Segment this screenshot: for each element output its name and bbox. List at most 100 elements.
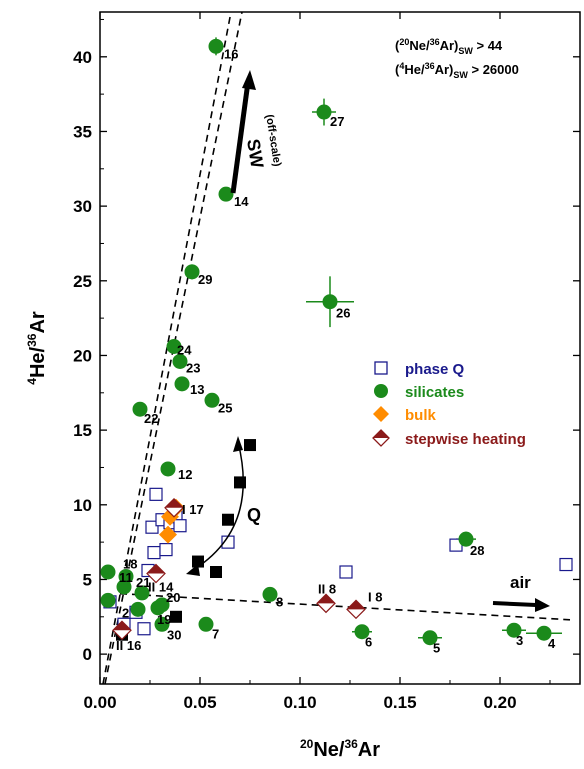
q-label: Q: [247, 505, 261, 525]
silicate-marker: [130, 601, 146, 617]
legend-marker-bulk: [373, 406, 389, 422]
stepwise-heating-marker-fill: [347, 600, 365, 610]
silicate-point-label: 19: [157, 612, 171, 627]
silicate-point-label: 28: [470, 543, 484, 558]
silicate-marker: [184, 264, 200, 280]
y-tick-label: 30: [73, 197, 92, 216]
phase-q-marker: [159, 542, 173, 557]
air-arrow-head: [535, 598, 550, 612]
phase-q-marker: [147, 545, 161, 560]
y-tick-label: 15: [73, 421, 92, 440]
q-annotation: Q: [186, 436, 261, 576]
silicate-point-label: 21: [136, 575, 150, 590]
silicate-marker: [322, 294, 338, 310]
q-arrow-head-bottom: [186, 564, 200, 576]
y-tick-label: 5: [83, 570, 92, 589]
silicate-marker: [132, 401, 148, 417]
stepwise-heating-point-label: I 17: [182, 502, 204, 517]
silicate-marker: [354, 624, 370, 640]
silicate-marker: [198, 616, 214, 632]
silicate-marker: [536, 625, 552, 641]
silicate-marker: [134, 585, 150, 601]
silicate-point-label: 27: [330, 114, 344, 129]
sw-arrow: [230, 81, 251, 194]
silicate-marker: [172, 353, 188, 369]
sw-arrow-head: [242, 70, 256, 90]
stepwise-heating-point-label: II 8: [318, 581, 336, 596]
silicate-marker: [204, 392, 220, 408]
silicate-point-label: 16: [224, 46, 238, 61]
legend-marker-stepwise-heating-fill: [373, 430, 389, 438]
legend-label-phase-q: phase Q: [405, 361, 465, 378]
stepwise-heating-point-label: II 16: [116, 638, 141, 653]
phase-q-marker: [149, 487, 163, 501]
black-square-marker: [234, 476, 246, 489]
q-arrow-head-top: [233, 436, 243, 452]
y-tick-label: 40: [73, 48, 92, 67]
silicate-marker: [154, 597, 170, 613]
x-tick-label: 0.05: [183, 693, 216, 712]
stepwise-heating-marker-fill: [317, 594, 335, 604]
silicate-point-label: 26: [336, 306, 350, 321]
silicate-marker: [160, 461, 176, 477]
air-arrow: [492, 601, 537, 607]
sw-annotation: SW (off-scale): [230, 70, 283, 194]
silicate-point-label: 6: [365, 635, 372, 650]
phase-q-marker: [137, 622, 151, 636]
note-line-2: (4He/36Ar)SW > 26000: [395, 61, 519, 80]
silicate-marker: [422, 630, 438, 646]
sw-label: SW: [243, 137, 267, 169]
bulk-marker: [159, 525, 177, 544]
legend-label-stepwise-heating: stepwise heating: [405, 431, 526, 448]
y-axis-title: 4He/36Ar: [25, 311, 49, 385]
silicate-point-label: 3: [516, 633, 523, 648]
phase-q-marker: [339, 565, 353, 579]
silicate-point-label: 30: [167, 627, 181, 642]
silicate-point-label: 20: [166, 590, 180, 605]
silicate-point-label: 23: [186, 360, 200, 375]
silicate-marker: [208, 38, 224, 54]
stepwise-heating-marker-fill: [147, 564, 165, 574]
stepwise-heating-point-label: II 14: [148, 579, 174, 594]
silicate-marker: [174, 376, 190, 392]
black-square-marker: [222, 513, 234, 526]
y-tick-label: 20: [73, 346, 92, 365]
air-annotation: air: [492, 573, 550, 612]
y-tick-label: 10: [73, 496, 92, 515]
phase-q-marker: [559, 557, 573, 572]
silicate-point-label: 18: [123, 556, 137, 571]
silicate-marker: [218, 186, 234, 202]
silicate-point-label: 12: [178, 467, 192, 482]
x-tick-label: 0.10: [283, 693, 316, 712]
y-tick-label: 35: [73, 122, 92, 141]
silicate-point-label: 14: [234, 194, 249, 209]
legend: phase Q silicates bulk stepwise heating: [372, 361, 526, 448]
legend-label-silicates: silicates: [405, 384, 464, 401]
silicate-marker: [154, 616, 170, 632]
silicate-marker: [116, 579, 132, 595]
q-curve-arrow: [189, 441, 245, 573]
stepwise-heating-marker-fill: [165, 498, 183, 508]
legend-marker-silicates: [374, 384, 388, 398]
x-axis-title: 20Ne/36Ar: [300, 737, 380, 761]
phase-q-marker: [145, 520, 159, 534]
phase-q-marker: [173, 519, 187, 533]
silicate-point-label: 5: [433, 641, 440, 656]
stepwise-heating-point-label: I 8: [368, 589, 382, 604]
silicate-point-label: 13: [190, 382, 204, 397]
silicate-marker: [100, 564, 116, 580]
silicate-marker: [166, 339, 182, 355]
silicate-marker: [458, 531, 474, 547]
silicate-point-label: 7: [212, 626, 219, 641]
silicate-point-label: 4: [548, 636, 556, 651]
solar-wind-ratios-note: (20Ne/36Ar)SW > 44 (4He/36Ar)SW > 26000: [395, 37, 519, 80]
black-square-marker: [210, 566, 222, 578]
stepwise-heating-marker-fill: [113, 621, 131, 631]
silicate-point-label: 25: [218, 400, 232, 415]
air-label: air: [510, 573, 531, 592]
silicate-marker: [506, 622, 522, 638]
black-square-marker: [244, 439, 256, 452]
legend-marker-phase-q: [374, 361, 388, 375]
